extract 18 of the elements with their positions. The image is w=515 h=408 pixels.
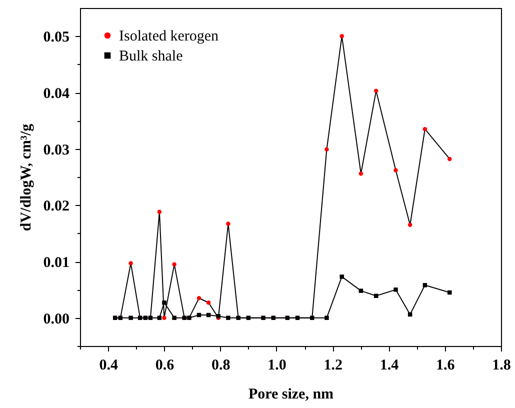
y-tick-label: 0.02	[43, 198, 70, 215]
y-axis-title: dV/dlogW, cm³/g	[18, 123, 34, 232]
y-tick-label: 0.00	[43, 311, 70, 328]
x-tick-label: 0.4	[99, 358, 118, 374]
x-tick-label: 1.4	[380, 358, 400, 374]
x-tick-label: 1.2	[324, 358, 342, 374]
x-tick-label: 1.0	[268, 358, 286, 374]
y-tick-label: 0.03	[43, 142, 70, 158]
x-tick-label: 0.6	[155, 358, 175, 374]
y-tick-label: 0.05	[43, 30, 70, 46]
x-axis-title: Pore size, nm	[248, 386, 334, 402]
x-tick-label: 1.8	[492, 358, 511, 374]
y-tick-label: 0.04	[43, 86, 70, 102]
x-tick-label: 1.6	[436, 358, 456, 374]
legend-label: Isolated kerogen	[119, 28, 220, 44]
legend-label: Bulk shale	[119, 48, 184, 64]
y-tick-label: 0.01	[43, 255, 70, 271]
x-tick-label: 0.8	[211, 358, 230, 374]
